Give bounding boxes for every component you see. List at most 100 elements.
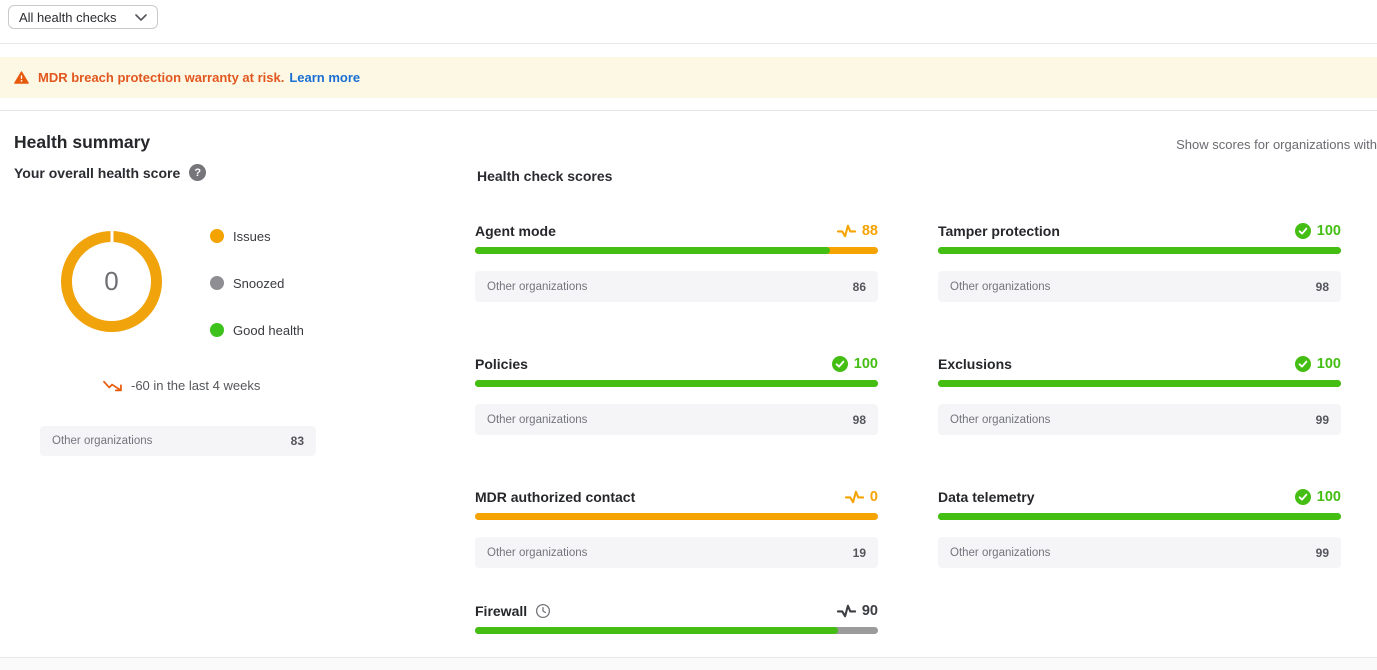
- health-check-score: 100: [1295, 489, 1341, 505]
- legend-label: Good health: [233, 323, 304, 338]
- benchmark-label: Other organizations: [487, 547, 587, 559]
- health-check-title: Tamper protection: [938, 223, 1060, 239]
- health-check-score: 100: [832, 356, 878, 372]
- benchmark-row: Other organizations 99: [938, 404, 1341, 435]
- health-check-score: 88: [837, 223, 878, 239]
- banner-divider: [0, 110, 1377, 111]
- legend-item: Snoozed: [210, 275, 304, 291]
- health-check-header: Agent mode 88: [475, 222, 878, 240]
- legend-label: Snoozed: [233, 276, 284, 291]
- warning-banner: MDR breach protection warranty at risk. …: [0, 57, 1377, 98]
- page-title: Health summary: [14, 132, 150, 153]
- benchmark-row: Other organizations 99: [938, 537, 1341, 568]
- benchmark-value: 98: [1316, 280, 1329, 294]
- benchmark-row: Other organizations 98: [475, 404, 878, 435]
- health-check-score: 0: [845, 489, 878, 505]
- legend-dot-icon: [210, 323, 224, 337]
- health-check-title: Firewall: [475, 603, 527, 619]
- health-check-title: MDR authorized contact: [475, 489, 635, 505]
- check-circle-icon: [832, 356, 848, 372]
- health-check-header: Policies 100: [475, 355, 878, 373]
- score-value: 100: [1317, 489, 1341, 505]
- benchmark-row: Other organizations 19: [475, 537, 878, 568]
- score-bar: [475, 513, 878, 520]
- health-check-score: 90: [837, 603, 878, 619]
- benchmark-label: Other organizations: [950, 414, 1050, 426]
- check-circle-icon: [1295, 489, 1311, 505]
- score-bar: [938, 513, 1341, 520]
- score-bar: [938, 380, 1341, 387]
- benchmark-label: Other organizations: [487, 414, 587, 426]
- health-check-card[interactable]: Firewall 90: [475, 602, 878, 634]
- benchmark-label: Other organizations: [52, 435, 152, 447]
- warning-triangle-icon: [14, 71, 29, 84]
- donut-legend: Issues Snoozed Good health: [210, 228, 304, 338]
- score-value: 100: [1317, 356, 1341, 372]
- overall-score-label: Your overall health score: [14, 165, 180, 181]
- health-check-card[interactable]: Tamper protection: [938, 222, 1341, 302]
- bottom-strip: [0, 658, 1377, 670]
- top-divider: [0, 43, 1377, 44]
- health-check-header: Firewall 90: [475, 602, 878, 620]
- snoozed-clock-icon[interactable]: [535, 603, 551, 619]
- benchmark-value: 99: [1316, 413, 1329, 427]
- health-check-card[interactable]: Exclusions 100: [938, 355, 1341, 435]
- health-check-score: 100: [1295, 356, 1341, 372]
- health-check-title: Policies: [475, 356, 528, 372]
- score-value: 88: [862, 223, 878, 239]
- legend-label: Issues: [233, 229, 271, 244]
- benchmark-value: 86: [853, 280, 866, 294]
- score-value: 100: [1317, 223, 1341, 239]
- trend-text: -60 in the last 4 weeks: [131, 378, 260, 393]
- benchmark-label: Other organizations: [950, 281, 1050, 293]
- score-value: 100: [854, 356, 878, 372]
- health-check-filter-dropdown[interactable]: All health checks: [8, 5, 158, 29]
- overall-score-value: 0: [72, 242, 151, 321]
- benchmark-label: Other organizations: [487, 281, 587, 293]
- benchmark-row: Other organizations 98: [938, 271, 1341, 302]
- score-bar: [475, 380, 878, 387]
- checks-section-title: Health check scores: [477, 168, 612, 184]
- checks-grid: Agent mode 88: [475, 222, 1341, 653]
- legend-dot-icon: [210, 276, 224, 290]
- health-dashboard: All health checks MDR breach protection …: [0, 0, 1377, 670]
- score-bar: [938, 247, 1341, 254]
- pulse-icon: [837, 224, 856, 238]
- health-check-header: Tamper protection: [938, 222, 1341, 240]
- score-value: 90: [862, 603, 878, 619]
- show-scores-label: Show scores for organizations with: [1176, 137, 1377, 152]
- check-circle-icon: [1295, 356, 1311, 372]
- health-check-card[interactable]: Data telemetry 10: [938, 488, 1341, 568]
- learn-more-link[interactable]: Learn more: [289, 70, 360, 85]
- health-check-card[interactable]: MDR authorized contact: [475, 488, 878, 568]
- overall-benchmark-row: Other organizations 83: [40, 426, 316, 456]
- chevron-down-icon: [135, 14, 147, 21]
- benchmark-value: 19: [853, 546, 866, 560]
- benchmark-value: 83: [291, 434, 304, 448]
- pulse-icon: [845, 490, 864, 504]
- health-check-title: Exclusions: [938, 356, 1012, 372]
- benchmark-value: 98: [853, 413, 866, 427]
- filter-selected-value: All health checks: [19, 10, 117, 25]
- overall-score-donut: 0: [61, 231, 162, 332]
- health-check-card[interactable]: Policies 100: [475, 355, 878, 435]
- health-check-header: Exclusions 100: [938, 355, 1341, 373]
- overall-score-header: Your overall health score ?: [14, 164, 206, 181]
- help-icon[interactable]: ?: [189, 164, 206, 181]
- health-check-header: Data telemetry 10: [938, 488, 1341, 506]
- legend-item: Issues: [210, 228, 304, 244]
- health-check-score: 100: [1295, 223, 1341, 239]
- benchmark-label: Other organizations: [950, 547, 1050, 559]
- score-value: 0: [870, 489, 878, 505]
- benchmark-value: 99: [1316, 546, 1329, 560]
- trend-row: -60 in the last 4 weeks: [103, 378, 260, 393]
- benchmark-row: Other organizations 86: [475, 271, 878, 302]
- legend-dot-icon: [210, 229, 224, 243]
- health-check-header: MDR authorized contact: [475, 488, 878, 506]
- score-bar: [475, 247, 878, 254]
- pulse-icon: [837, 604, 856, 618]
- health-check-card[interactable]: Agent mode 88: [475, 222, 878, 302]
- check-circle-icon: [1295, 223, 1311, 239]
- trend-down-icon: [103, 380, 124, 392]
- donut-gap: [110, 231, 113, 242]
